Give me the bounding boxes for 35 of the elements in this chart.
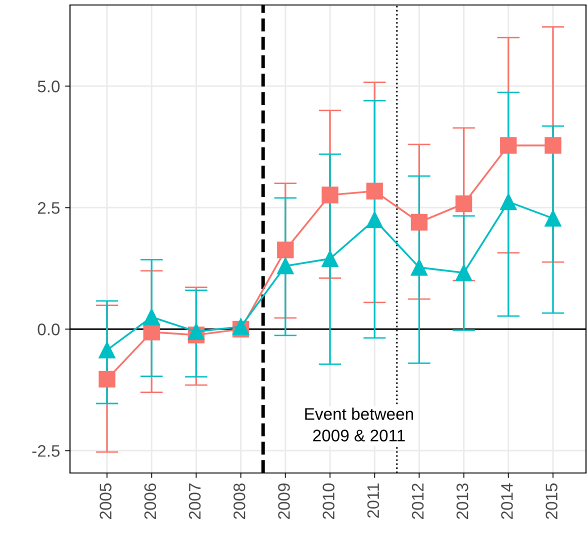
y-tick-label: 0.0 [38,324,60,336]
x-tick-label: 2008 [233,483,246,519]
point [322,186,338,204]
point [455,195,472,212]
point [366,211,383,228]
point [410,259,428,276]
point [98,370,116,388]
x-tick-label: 2013 [456,483,468,519]
point [500,137,517,154]
x-tick-label: 2014 [501,483,513,519]
y-tick-label: -2.5 [32,445,60,457]
point [322,250,338,268]
x-tick-label: 2011 [367,484,380,518]
point [544,137,562,154]
point [143,308,160,326]
x-tick-label: 2006 [144,483,156,519]
point [410,214,428,231]
point [544,210,562,227]
point [455,264,472,282]
x-tick-label: 2007 [188,484,201,519]
x-tick-label: 2005 [100,483,112,519]
x-tick-label: 2012 [412,484,424,519]
point [188,323,205,340]
x-tick-label: 2015 [546,483,558,519]
y-tick-label: 5.0 [38,80,60,92]
point [277,242,294,258]
y-tick-label: 2.5 [38,202,60,214]
point [366,182,383,200]
x-tick-label: 2009 [278,484,290,519]
point [143,324,160,340]
point [277,258,294,274]
point [500,193,517,210]
x-tick-label: 2010 [322,483,334,519]
point [98,342,116,358]
annotation: Event between 2009 & 2011 [305,408,414,442]
